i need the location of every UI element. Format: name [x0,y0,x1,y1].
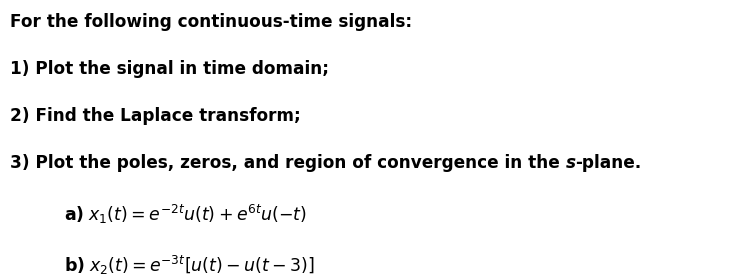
Text: $\mathbf{a)}\;\mathit{x}_1(t) = e^{-2t}u(t) + e^{6t}u(-t)$: $\mathbf{a)}\;\mathit{x}_1(t) = e^{-2t}u… [64,203,307,226]
Text: $\mathbf{b)}\;\mathit{x}_2(t) = e^{-3t}[u(t) - u(t-3)]$: $\mathbf{b)}\;\mathit{x}_2(t) = e^{-3t}[… [64,254,315,277]
Text: -plane.: -plane. [575,154,642,172]
Text: For the following continuous-time signals:: For the following continuous-time signal… [10,13,412,31]
Text: 1) Plot the signal in time domain;: 1) Plot the signal in time domain; [10,60,329,78]
Text: 2) Find the Laplace transform;: 2) Find the Laplace transform; [10,107,300,125]
Text: 3) Plot the poles, zeros, and region of convergence in the: 3) Plot the poles, zeros, and region of … [10,154,566,172]
Text: s: s [566,154,575,172]
